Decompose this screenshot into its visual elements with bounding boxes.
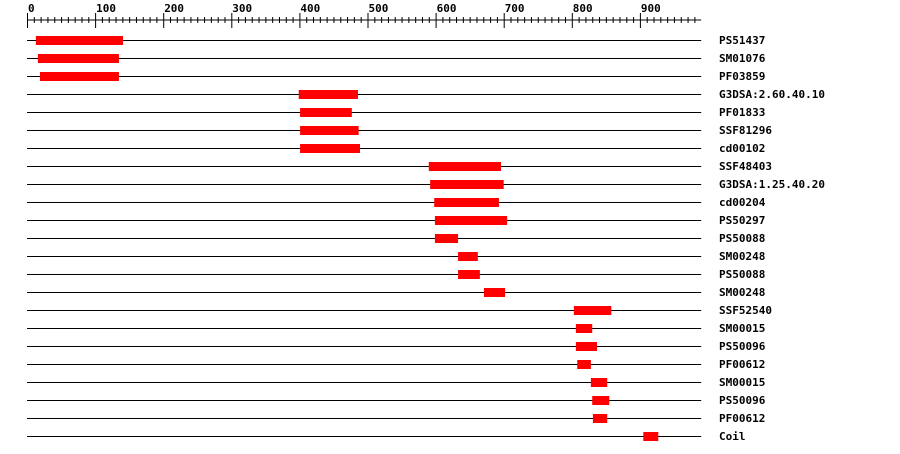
domain-bar: [575, 342, 597, 351]
domain-bar: [592, 414, 608, 423]
track-label: SM00015: [719, 376, 765, 389]
domain-bar: [428, 162, 501, 171]
track-label: PS50088: [719, 232, 765, 245]
track-label: SM00248: [719, 286, 765, 299]
tick-label: 0: [28, 2, 35, 15]
track-label: SSF52540: [719, 304, 772, 317]
track-label: SM01076: [719, 52, 766, 65]
track-label: SM00015: [719, 322, 765, 335]
track-label: SM00248: [719, 250, 765, 263]
domain-bar: [298, 90, 358, 99]
track-label: PS50096: [719, 340, 766, 353]
tick-label: 900: [641, 2, 661, 15]
track-label: Coil: [719, 430, 746, 443]
domain-bar: [458, 252, 478, 261]
domain-bar: [434, 234, 459, 243]
track-label: PF01833: [719, 106, 765, 119]
track-label: PS50096: [719, 394, 766, 407]
track-label: PF03859: [719, 70, 765, 83]
domain-bar: [483, 288, 506, 297]
domain-bar: [573, 306, 612, 315]
track-label: SSF48403: [719, 160, 772, 173]
track-label: PS50297: [719, 214, 765, 227]
domain-bar: [434, 216, 508, 225]
domain-bar: [300, 126, 359, 135]
domain-bar: [575, 324, 593, 333]
domain-bar: [35, 36, 124, 45]
track-label: PF00612: [719, 358, 765, 371]
tick-label: 300: [232, 2, 252, 15]
track-label: cd00204: [719, 196, 766, 209]
track-label: PS51437: [719, 34, 765, 47]
track-label: SSF81296: [719, 124, 772, 137]
track-label: PF00612: [719, 412, 765, 425]
domain-bar: [458, 270, 480, 279]
track-label: G3DSA:2.60.40.10: [719, 88, 825, 101]
tick-label: 800: [573, 2, 593, 15]
domain-bar: [434, 198, 499, 207]
domain-bar: [300, 144, 361, 153]
track-label: cd00102: [719, 142, 765, 155]
tick-label: 200: [164, 2, 184, 15]
tick-label: 400: [300, 2, 320, 15]
track-label: G3DSA:1.25.40.20: [719, 178, 825, 191]
domain-bar: [590, 378, 608, 387]
tick-label: 100: [96, 2, 116, 15]
domain-bar: [592, 396, 610, 405]
domain-bar: [430, 180, 504, 189]
domain-bar: [37, 54, 119, 63]
track-label: PS50088: [719, 268, 765, 281]
domain-bar: [643, 432, 659, 441]
tick-label: 600: [437, 2, 457, 15]
domain-bar: [577, 360, 591, 369]
domain-bar: [300, 108, 352, 117]
tick-label: 700: [505, 2, 525, 15]
tick-label: 500: [369, 2, 389, 15]
domain-bar: [39, 72, 119, 81]
